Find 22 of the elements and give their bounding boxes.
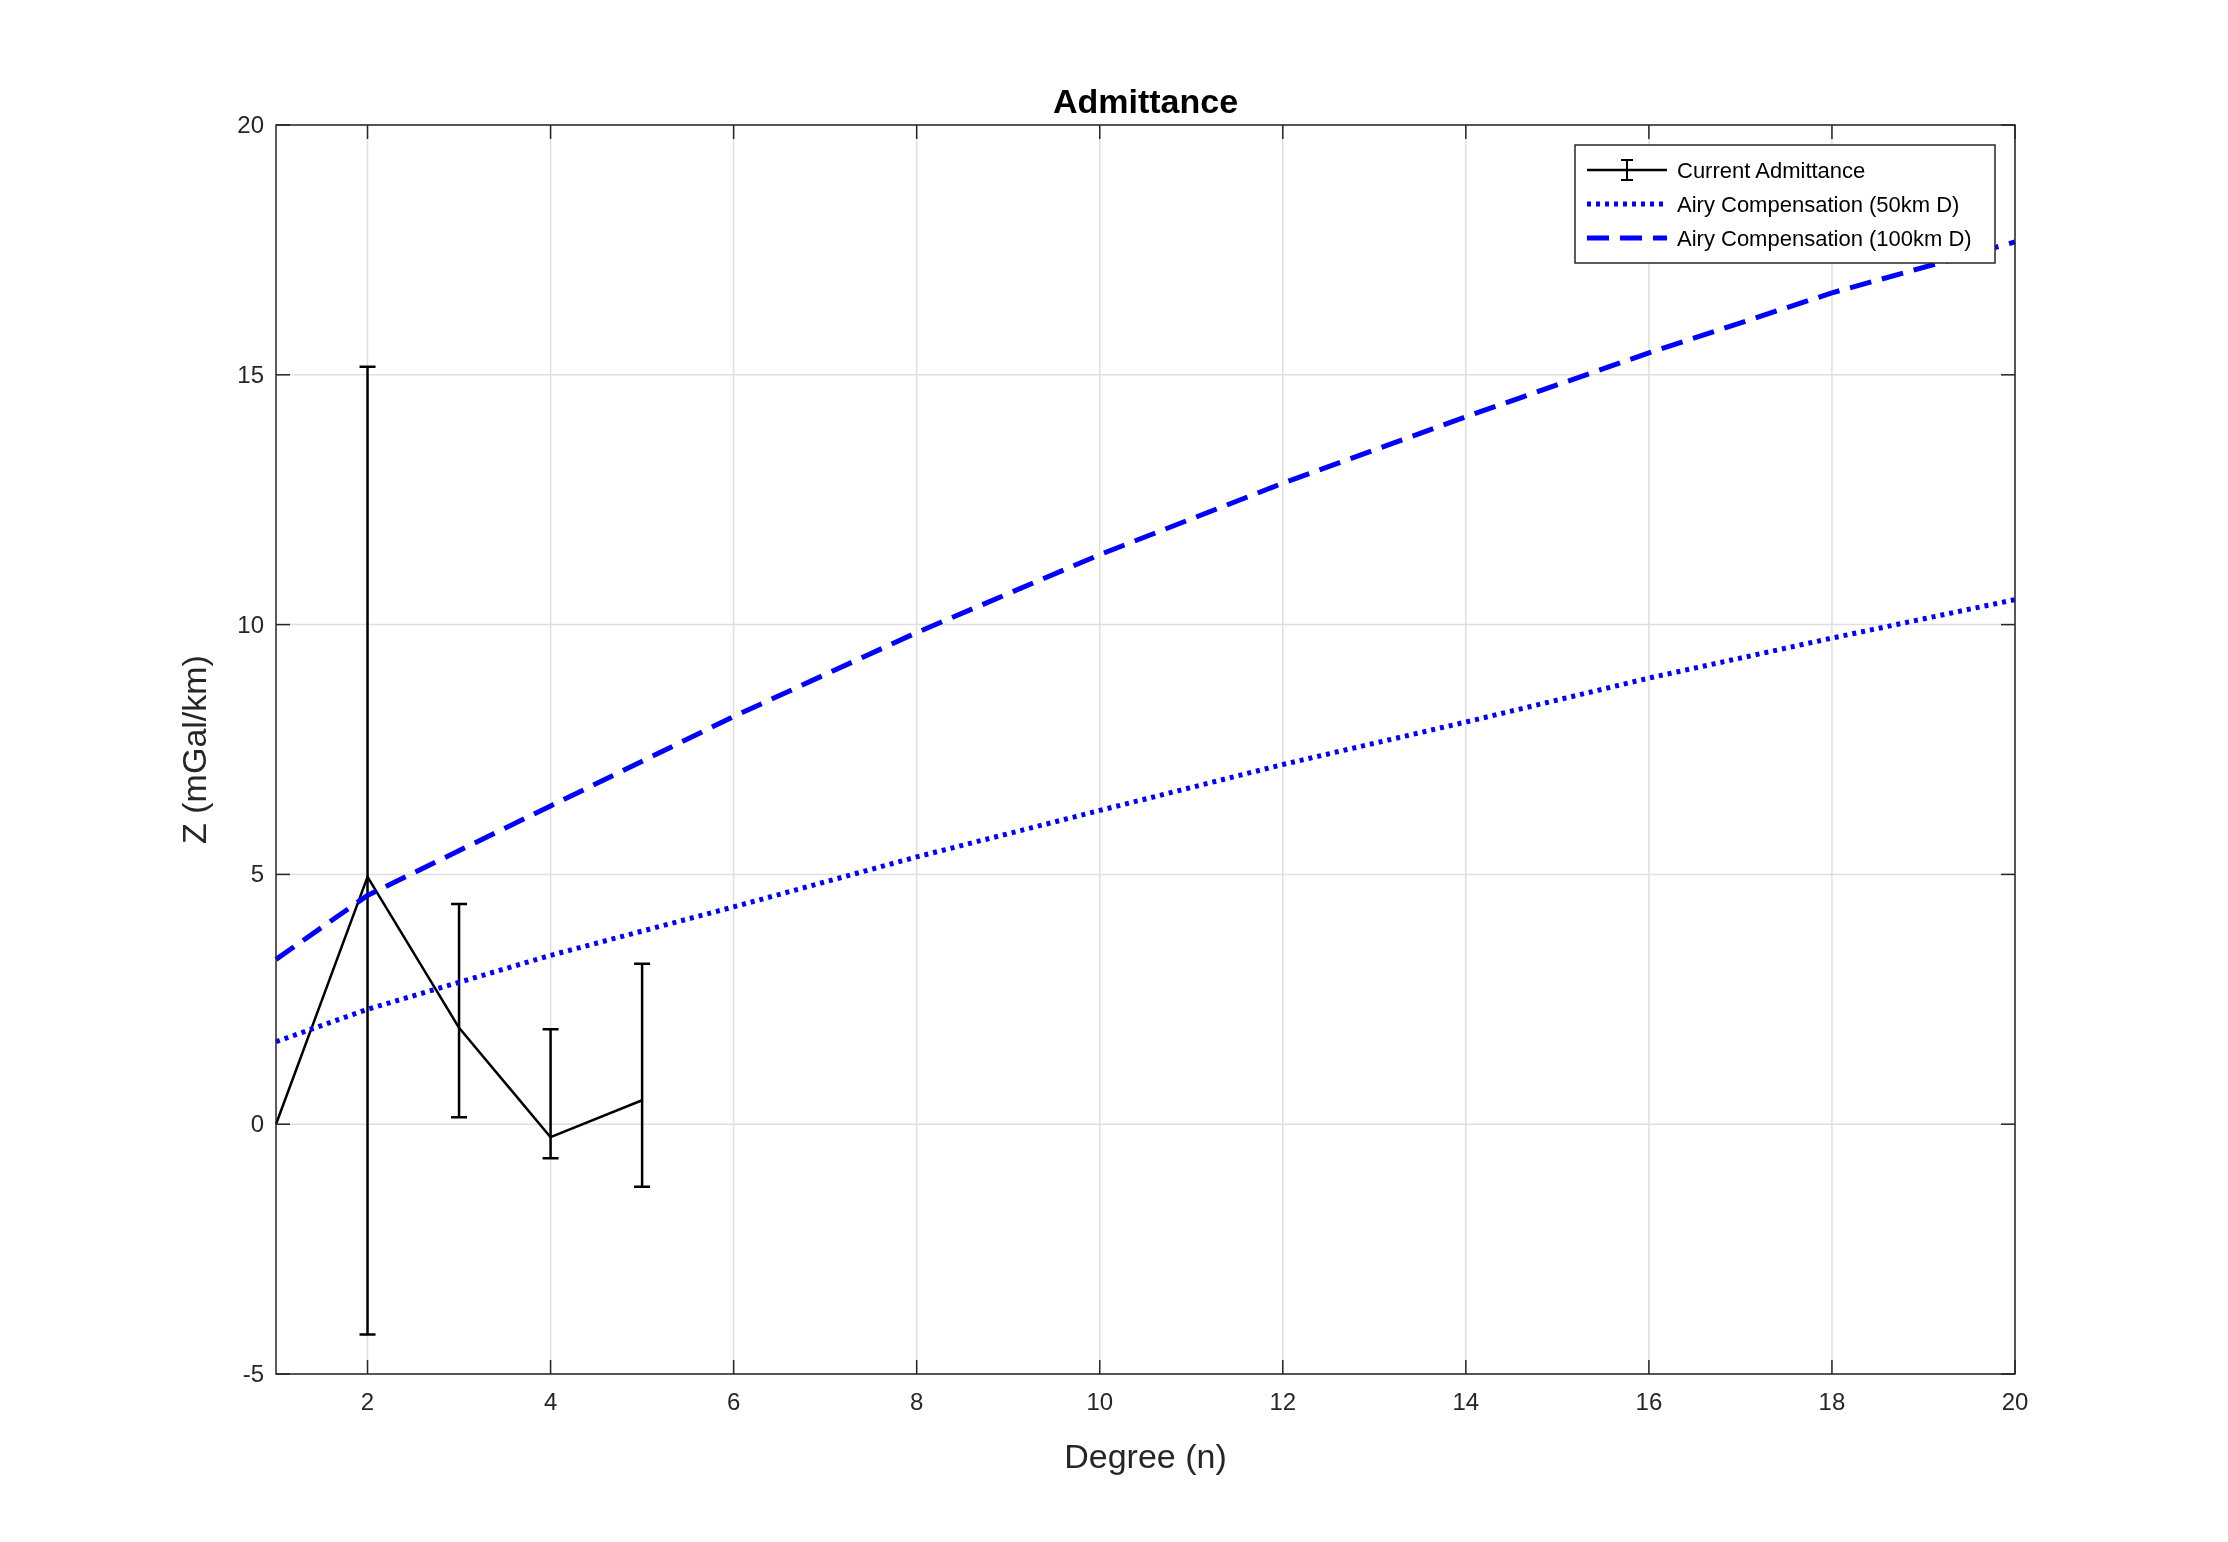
legend-label: Current Admittance (1677, 158, 1866, 183)
x-tick-label: 10 (1086, 1388, 1114, 1415)
y-tick-label: -5 (242, 1360, 264, 1387)
y-tick-label: 0 (250, 1110, 264, 1138)
x-tick-label: 14 (1452, 1388, 1480, 1415)
x-tick-label: 20 (2001, 1388, 2029, 1415)
legend-label: Airy Compensation (100km D) (1677, 226, 1972, 251)
legend-label: Airy Compensation (50km D) (1677, 192, 1960, 217)
y-axis-title: Z (mGal/km) (175, 655, 213, 844)
y-tick-label: 15 (237, 360, 264, 388)
y-tick-label: 10 (237, 610, 264, 638)
x-tick-label: 4 (543, 1388, 558, 1415)
x-tick-label: 8 (910, 1388, 924, 1415)
x-tick-label: 6 (726, 1388, 741, 1415)
x-axis-title: Degree (n) (1064, 1437, 1227, 1475)
chart-title: Admittance (1052, 82, 1239, 120)
y-tick-label: 20 (237, 111, 264, 138)
x-tick-label: 12 (1269, 1388, 1297, 1415)
x-tick-label: 16 (1635, 1388, 1663, 1415)
y-tick-label: 5 (250, 860, 264, 888)
x-tick-label: 2 (360, 1388, 375, 1415)
x-tick-label: 18 (1818, 1388, 1846, 1415)
